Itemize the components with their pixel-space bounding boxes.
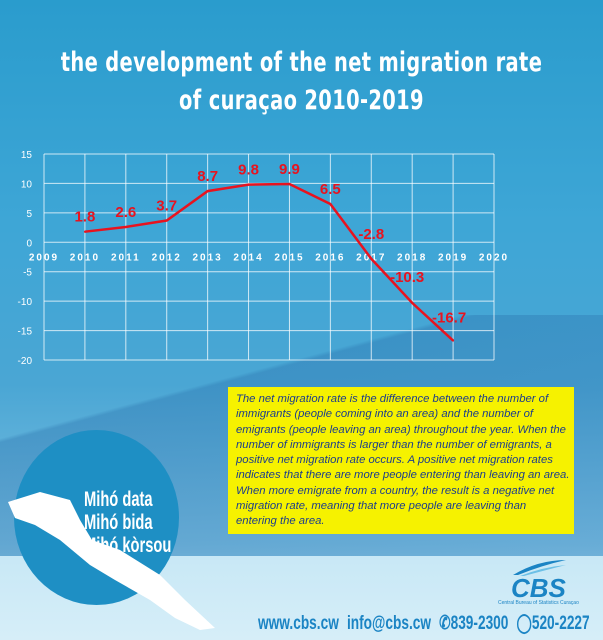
data-label: 8.7 [197, 168, 218, 185]
data-label: -10.3 [390, 269, 424, 286]
data-label: -2.8 [358, 226, 384, 243]
page-title: the development of the net migration rat… [0, 44, 603, 120]
whatsapp-icon: ◯ [516, 613, 532, 634]
y-tick-label: 10 [21, 179, 33, 190]
definition-note: The net migration rate is the difference… [228, 387, 574, 534]
x-tick-label: 2014 [233, 252, 263, 263]
phone-icon: ✆ [439, 613, 451, 634]
logo-subtitle: Central Bureau of Statistics Curaçao [498, 600, 579, 606]
data-point [411, 301, 414, 304]
data-label: 9.8 [238, 162, 259, 179]
y-tick-label: -15 [18, 327, 33, 338]
data-point [288, 183, 291, 186]
data-point [124, 225, 127, 228]
data-point [83, 230, 86, 233]
series-line [84, 182, 454, 342]
slogan-line: Mihó data [84, 488, 153, 511]
x-tick-label: 2018 [397, 252, 427, 263]
data-label: 1.8 [74, 209, 95, 226]
contact-bar: www.cbs.cw info@cbs.cw ✆839-2300 ◯520-22… [258, 613, 590, 635]
y-tick-label: -20 [18, 356, 33, 367]
y-tick-label: 15 [21, 150, 33, 161]
data-point [247, 183, 250, 186]
y-tick-label: 5 [26, 209, 32, 220]
x-tick-label: 2009 [29, 252, 59, 263]
data-point [329, 203, 332, 206]
logo-text: CBS [510, 573, 566, 603]
x-tick-label: 2015 [274, 252, 304, 263]
email-link[interactable]: info@cbs.cw [346, 613, 432, 634]
line-chart: 15 10 5 0 -5 -10 -15 -20 2009 2010 2011 2012 2013 201… [18, 150, 509, 367]
title-line-2: of curaçao 2010-2019 [179, 85, 424, 116]
x-tick-label: 2013 [193, 252, 223, 263]
slogan-line: Mihó bida [84, 511, 153, 534]
x-tick-label: 2019 [438, 252, 468, 263]
title-line-1: the development of the net migration rat… [60, 47, 543, 78]
data-point [206, 190, 209, 193]
y-tick-label: -10 [18, 297, 33, 308]
data-point [165, 219, 168, 222]
x-tick-label: 2012 [152, 252, 182, 263]
slogan-line: Mihó kòrsou [84, 534, 172, 557]
data-label: 2.6 [115, 204, 136, 221]
website-link[interactable]: www.cbs.cw [258, 613, 339, 634]
curacao-island-icon [8, 492, 215, 630]
whatsapp-number: 520-2227 [531, 613, 590, 634]
data-point [370, 257, 373, 260]
x-tick-label: 2016 [315, 252, 345, 263]
data-point [452, 339, 455, 342]
slogan: Mihó data Mihó bida Mihó kòrsou [84, 488, 171, 557]
data-label: 3.7 [156, 198, 177, 215]
data-label: 9.9 [279, 161, 300, 178]
x-tick-label: 2011 [111, 252, 141, 263]
y-tick-label: 0 [26, 238, 32, 249]
y-tick-label: -5 [23, 268, 32, 279]
x-tick-label: 2010 [70, 252, 100, 263]
data-label: -16.7 [432, 310, 466, 327]
x-tick-label: 2020 [479, 252, 509, 263]
cbs-logo: CBS Central Bureau of Statistics Curaçao [498, 558, 579, 606]
data-label: 6.5 [320, 181, 341, 198]
cbs-wave-icon [513, 560, 567, 576]
phone-number: 839-2300 [450, 613, 509, 634]
